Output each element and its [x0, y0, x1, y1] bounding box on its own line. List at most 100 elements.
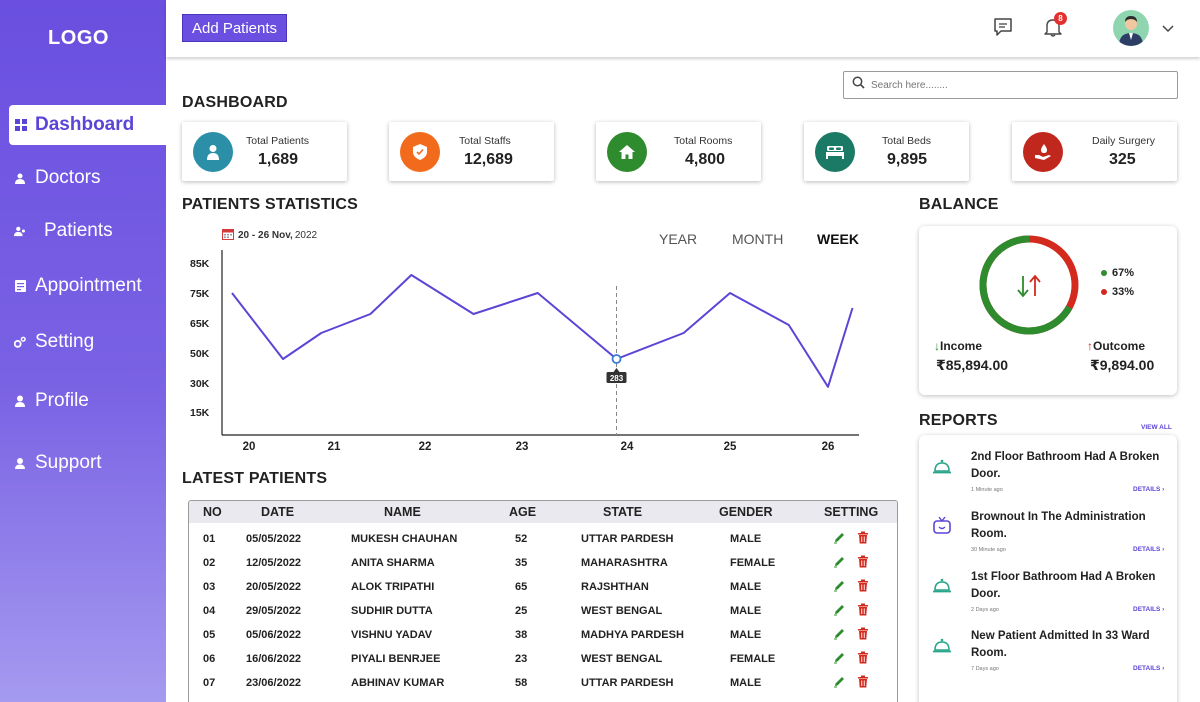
- stat-value: 12,689: [464, 151, 513, 168]
- stat-card-total-rooms[interactable]: Total Rooms 4,800: [596, 122, 761, 181]
- delete-icon[interactable]: [857, 627, 871, 641]
- stat-card-daily-surgery[interactable]: Daily Surgery 325: [1012, 122, 1177, 181]
- sidebar-item-profile[interactable]: Profile: [14, 381, 89, 421]
- stat-value: 1,689: [258, 151, 299, 168]
- stat-value: 4,800: [685, 151, 726, 168]
- y-tick-label: 30K: [190, 378, 210, 390]
- report-time: 30 Minute ago: [971, 547, 1006, 553]
- table-cell: 05/06/2022: [246, 629, 302, 641]
- y-tick-label: 75K: [190, 288, 210, 300]
- sidebar-item-appointment[interactable]: Appointment: [14, 266, 142, 306]
- edit-icon[interactable]: [833, 531, 847, 545]
- legend-income: 67%: [1101, 267, 1134, 279]
- table-cell: 20/05/2022: [246, 581, 302, 593]
- column-header-setting: SETTING: [824, 505, 879, 519]
- table-cell: 25: [515, 605, 528, 617]
- table-cell: 04: [203, 605, 216, 617]
- x-tick-label: 25: [724, 441, 737, 453]
- income-value: ₹85,894.00: [936, 357, 1009, 373]
- donut-segment-income: [979, 235, 1079, 335]
- report-details-link[interactable]: DETAILS ›: [1133, 546, 1165, 553]
- search-input[interactable]: [871, 79, 1151, 91]
- edit-icon[interactable]: [833, 627, 847, 641]
- tab-year[interactable]: YEAR: [659, 231, 698, 247]
- column-header-state: STATE: [603, 505, 643, 519]
- search-bar[interactable]: [843, 71, 1178, 99]
- report-title: New Patient Admitted In 33 Ward Room.: [971, 630, 1150, 659]
- table-cell: 01: [203, 533, 216, 545]
- tab-month[interactable]: MONTH: [732, 231, 784, 247]
- bed-icon: [815, 132, 855, 172]
- table-cell: 52: [515, 533, 528, 545]
- view-all-link[interactable]: VIEW ALL: [1141, 424, 1172, 431]
- table-cell: 38: [515, 629, 528, 641]
- table-cell: ABHINAV KUMAR: [351, 677, 445, 689]
- balance-donut-chart: [979, 235, 1079, 335]
- balance-card: 67% 33% ↓Income ↑Outcome ₹85,894.00 ₹9,8…: [919, 226, 1177, 395]
- delete-icon[interactable]: [857, 579, 871, 593]
- bell-icon: [932, 635, 952, 655]
- column-header-age: AGE: [509, 505, 537, 519]
- sidebar-item-dashboard[interactable]: Dashboard: [9, 105, 166, 145]
- table-cell: 16/06/2022: [246, 653, 302, 665]
- add-patients-button[interactable]: Add Patients: [182, 14, 287, 42]
- sidebar-item-label: Dashboard: [35, 114, 135, 135]
- edit-icon[interactable]: [833, 675, 847, 689]
- arrow-down-icon: ↓: [934, 339, 940, 353]
- stat-card-total-staffs[interactable]: Total Staffs 12,689: [389, 122, 554, 181]
- avatar[interactable]: [1113, 10, 1149, 46]
- table-cell: 23: [515, 653, 528, 665]
- sidebar: LOGO Dashboard Doctors Patients Appointm…: [0, 0, 166, 702]
- report-details-link[interactable]: DETAILS ›: [1133, 606, 1165, 613]
- notification-badge: 8: [1054, 12, 1067, 25]
- delete-icon[interactable]: [857, 555, 871, 569]
- support-icon: [14, 457, 26, 469]
- chat-icon[interactable]: [992, 16, 1014, 38]
- delete-icon[interactable]: [857, 651, 871, 665]
- table-cell: WEST BENGAL: [581, 653, 663, 665]
- arrow-up-icon: ↑: [1087, 339, 1093, 353]
- dashboard-title: DASHBOARD: [182, 94, 288, 111]
- patient-icon: [193, 132, 233, 172]
- edit-icon[interactable]: [833, 579, 847, 593]
- table-cell: MALE: [730, 629, 762, 641]
- tv-icon: [932, 516, 952, 536]
- table-cell: WEST BENGAL: [581, 605, 663, 617]
- table-cell: 12/05/2022: [246, 557, 302, 569]
- gear-icon: [14, 336, 26, 348]
- table-cell: 07: [203, 677, 216, 689]
- delete-icon[interactable]: [857, 675, 871, 689]
- edit-icon[interactable]: [833, 555, 847, 569]
- edit-icon[interactable]: [833, 651, 847, 665]
- y-tick-label: 15K: [190, 407, 210, 419]
- table-cell: MADHYA PARDESH: [581, 629, 684, 641]
- stat-value: 9,895: [887, 151, 928, 168]
- sidebar-item-doctors[interactable]: Doctors: [14, 158, 100, 198]
- home-icon: [607, 132, 647, 172]
- edit-icon[interactable]: [833, 603, 847, 617]
- delete-icon[interactable]: [857, 531, 871, 545]
- report-details-link[interactable]: DETAILS ›: [1133, 486, 1165, 493]
- stat-card-total-patients[interactable]: Total Patients 1,689: [182, 122, 347, 181]
- date-range[interactable]: 20 - 26 Nov, 2022: [222, 228, 317, 243]
- outcome-value: ₹9,894.00: [1090, 357, 1155, 373]
- table-cell: 29/05/2022: [246, 605, 302, 617]
- sidebar-item-support[interactable]: Support: [14, 443, 102, 483]
- table-cell: MAHARASHTRA: [581, 557, 668, 569]
- report-time: 2 Days ago: [971, 607, 999, 613]
- delete-icon[interactable]: [857, 603, 871, 617]
- balance-title: BALANCE: [919, 196, 999, 213]
- tab-week[interactable]: WEEK: [817, 231, 859, 247]
- chevron-down-icon[interactable]: [1162, 20, 1174, 38]
- report-details-link[interactable]: DETAILS ›: [1133, 665, 1165, 672]
- calendar-icon: [222, 228, 234, 243]
- notification-bell-icon[interactable]: 8: [1042, 12, 1067, 38]
- stat-card-total-beds[interactable]: Total Beds 9,895: [804, 122, 969, 181]
- report-title: Brownout In The Administration Room.: [971, 511, 1146, 540]
- users-icon: [14, 225, 26, 237]
- table-cell: 05: [203, 629, 216, 641]
- highlight-point[interactable]: [611, 354, 622, 364]
- date-range-days: 20 - 26 Nov,: [238, 230, 293, 241]
- sidebar-item-patients[interactable]: Patients: [14, 211, 113, 251]
- sidebar-item-setting[interactable]: Setting: [14, 322, 94, 362]
